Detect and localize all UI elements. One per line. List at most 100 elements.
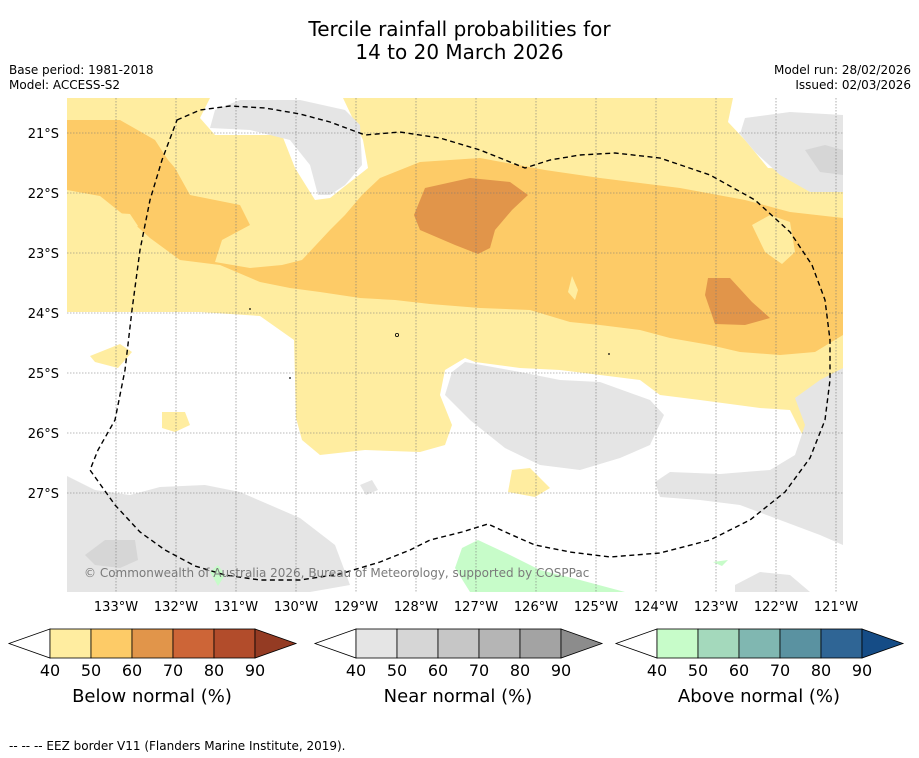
colorbar-tick-label: 80 [811,661,831,680]
lon-label: 131°W [214,600,258,615]
lat-label: 27°S [28,487,59,502]
colorbar-swatch [779,628,822,659]
map-canvas: © Commonwealth of Australia 2026, Bureau… [67,98,843,592]
island-marker [608,353,610,355]
above-normal-label: Above normal (%) [677,686,841,707]
lat-labels: 21°S 22°S 23°S 24°S 25°S 26°S 27°S [28,127,59,502]
colorbar-swatch [396,628,439,659]
below-normal-40-hole [92,212,138,236]
colorbar-tick-label: 70 [163,661,183,680]
near-normal-50-patch [85,540,138,568]
below-normal-60-region [414,178,528,254]
near-normal-40-region [445,362,664,470]
eez-footnote: -- -- -- EEZ border V11 (Flanders Marine… [9,739,346,753]
near-normal-50-patch [805,145,843,175]
colorbar-tick-label: 60 [122,661,142,680]
near-normal-40-region [67,476,350,592]
near-normal-40-region [210,100,362,195]
meta-left: Base period: 1981-2018 Model: ACCESS-S2 [9,63,154,93]
colorbar-extension-low [7,628,51,659]
colorbar-tick-label: 40 [647,661,667,680]
colorbar: 40 50 60 70 80 90 [7,628,298,680]
model-name: Model: ACCESS-S2 [9,78,121,92]
lon-labels: 133°W 132°W 131°W 130°W 129°W 128°W 127°… [94,600,858,615]
lon-label: 122°W [754,600,798,615]
colorbar: 40 50 60 70 80 90 [313,628,604,680]
colorbar-swatch [49,628,92,659]
colorbar-extension-high [254,628,298,659]
colorbar-swatch [478,628,521,659]
below-normal-40-patch [90,344,132,368]
colorbar-tick-label: 70 [469,661,489,680]
lon-label: 127°W [454,600,498,615]
colorbar-swatch [519,628,562,659]
lon-label: 128°W [394,600,438,615]
above-normal-40-region [455,540,625,592]
colorbar-swatch [172,628,215,659]
below-normal-40-patch [508,468,550,497]
colorbar-swatch [437,628,480,659]
colorbar-tick-label: 60 [729,661,749,680]
colorbar-tick-label: 90 [551,661,571,680]
below-normal-label: Below normal (%) [72,686,232,707]
lat-label: 21°S [28,127,59,142]
colorbar-swatch [738,628,781,659]
lat-label: 22°S [28,187,59,202]
gridlines [67,98,843,592]
colorbar-extension-high [560,628,604,659]
above-normal-40-patch [210,565,225,586]
lon-label: 126°W [514,600,558,615]
meta-right: Model run: 28/02/2026 Issued: 02/03/2026 [774,63,911,93]
colorbar-tick-label: 60 [428,661,448,680]
colorbar-swatch [131,628,174,659]
colorbar-tick-label: 40 [40,661,60,680]
issued-date: Issued: 02/03/2026 [795,78,911,92]
island-marker [394,332,399,337]
lat-label: 26°S [28,427,59,442]
colorbar-tick-label: 70 [770,661,790,680]
colorbar-swatch [656,628,699,659]
colorbar-swatch [213,628,256,659]
lat-label: 23°S [28,247,59,262]
island-marker [249,308,251,310]
model-run: Model run: 28/02/2026 [773,63,911,77]
near-normal-40-patch [360,480,378,495]
lon-label: 124°W [634,600,678,615]
eez-border [89,105,831,581]
colorbar-swatch [697,628,740,659]
near-normal-40-patch [735,572,810,592]
title-line-1: Tercile rainfall probabilities for [308,17,611,41]
above-normal-40-patch [713,560,728,566]
lon-label: 132°W [154,600,198,615]
lon-label: 121°W [814,600,858,615]
colorbar-tick-label: 80 [510,661,530,680]
colorbar-tick-label: 80 [204,661,224,680]
lon-label: 129°W [334,600,378,615]
colorbar-extension-low [614,628,658,659]
lon-label: 133°W [94,600,138,615]
map-title: Tercile rainfall probabilities for 14 to… [0,18,919,64]
lon-label: 123°W [694,600,738,615]
copyright-text: © Commonwealth of Australia 2026, Bureau… [84,566,589,580]
colorbar-tick-label: 50 [387,661,407,680]
colorbar-extension-low [313,628,357,659]
lon-label: 130°W [274,600,318,615]
lat-label: 25°S [28,367,59,382]
colorbar: 40 50 60 70 80 90 [614,628,905,680]
colorbar-tick-label: 50 [688,661,708,680]
colorbar-tick-label: 90 [852,661,872,680]
base-period: Base period: 1981-2018 [9,63,154,77]
colorbar-tick-label: 50 [81,661,101,680]
lon-label: 125°W [574,600,618,615]
title-line-2: 14 to 20 March 2026 [355,40,564,64]
near-normal-label: Near normal (%) [383,686,533,707]
colorbar-swatch [355,628,398,659]
colorbars: 40 50 60 70 80 90 40 50 60 70 80 90 40 50 60 70 80 90 [7,628,905,680]
island-marker [289,377,291,379]
below-normal-40-hole [568,276,578,300]
colorbar-swatch [820,628,863,659]
near-normal-40-region [655,368,843,545]
colorbar-tick-label: 90 [245,661,265,680]
colorbar-tick-label: 40 [346,661,366,680]
